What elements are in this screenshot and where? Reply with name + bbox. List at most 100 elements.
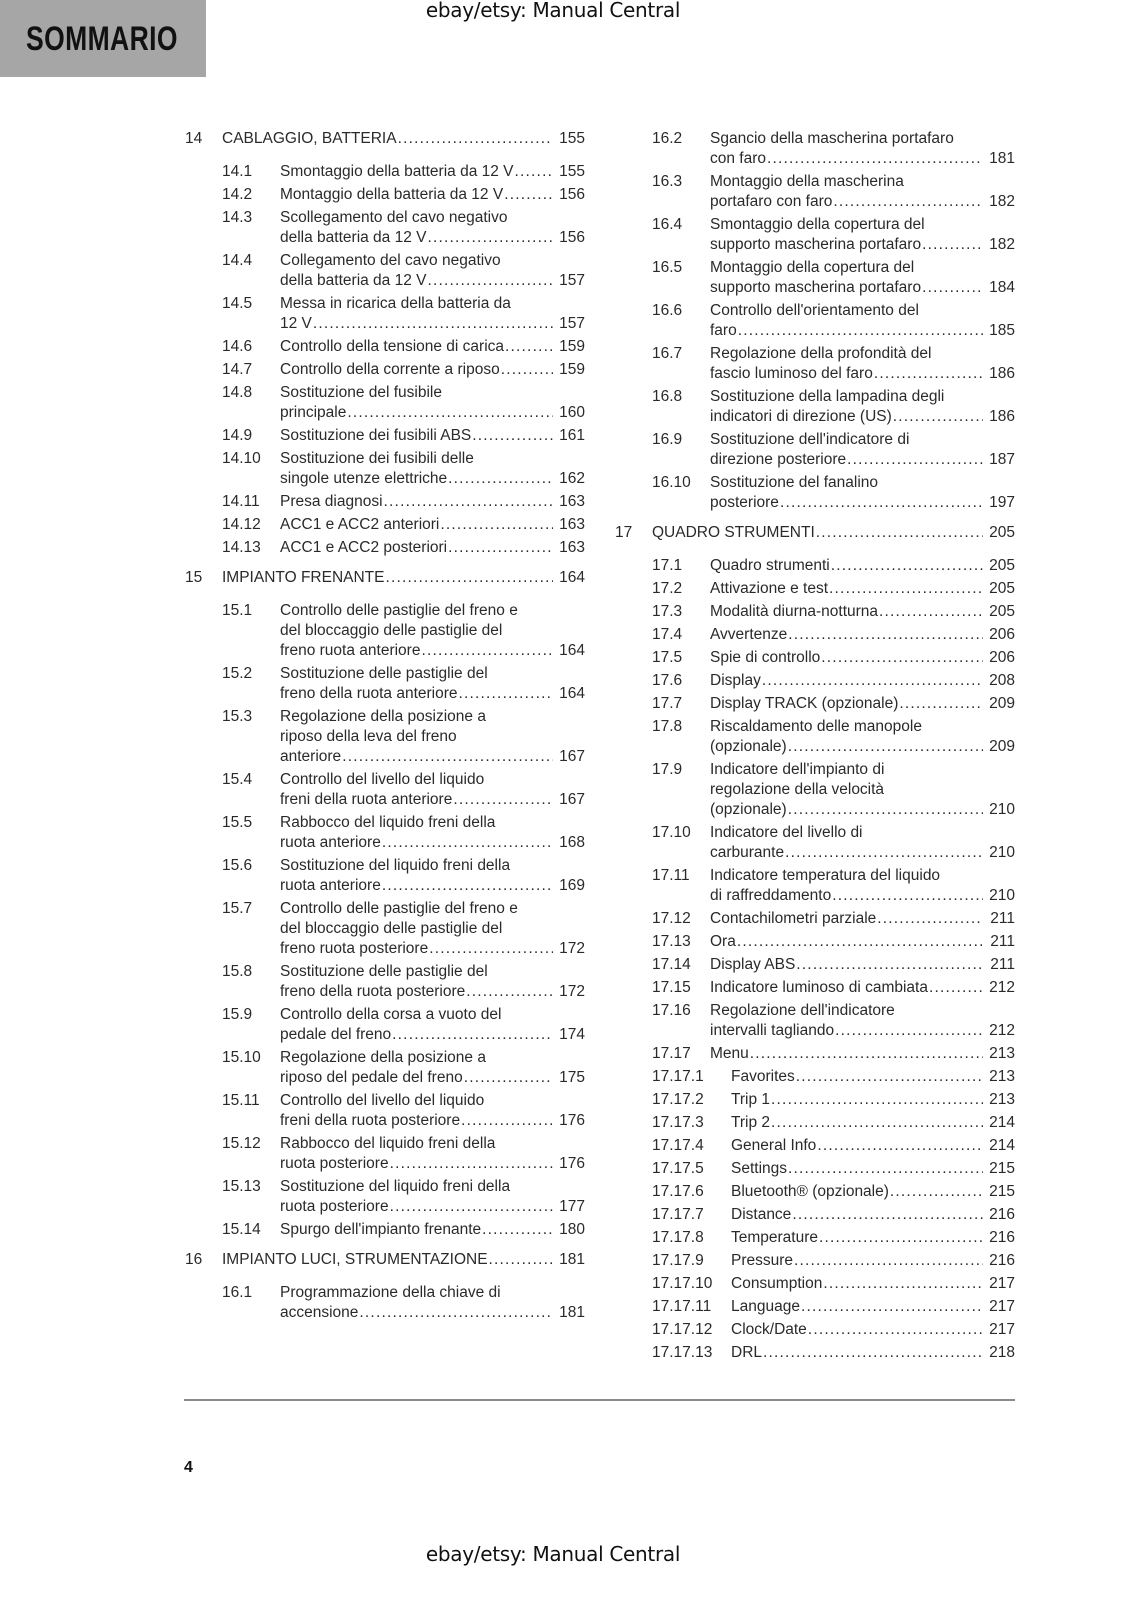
entry-title-line: Language 217 — [731, 1297, 1015, 1317]
toc-entry[interactable]: 15.1 Controllo delle pastiglie del freno … — [185, 601, 585, 661]
toc-entry[interactable]: 17.2 Attivazione e test 205 — [615, 579, 1015, 599]
entry-title-line: ruota posteriore 176 — [280, 1154, 585, 1174]
entry-title-line: regolazione della velocità — [710, 780, 1015, 800]
entry-number: 15.13 — [222, 1178, 261, 1195]
toc-entry[interactable]: 16.9 Sostituzione dell'indicatore di direz… — [615, 430, 1015, 470]
toc-entry[interactable]: 15.13 Sostituzione del liquido freni dell… — [185, 1177, 585, 1217]
dot-leader — [313, 314, 553, 334]
entry-page-number: 164 — [559, 642, 585, 659]
toc-entry[interactable]: 17.13 Ora 211 — [615, 932, 1015, 952]
entry-page-number: 172 — [559, 940, 585, 957]
toc-entry[interactable]: 17.17.13 DRL 218 — [615, 1343, 1015, 1363]
toc-entry[interactable]: 17.17.10 Consumption 217 — [615, 1274, 1015, 1294]
entry-page-number: 163 — [559, 516, 585, 533]
toc-entry[interactable]: 15.11 Controllo del livello del liquido fr… — [185, 1091, 585, 1131]
toc-entry[interactable]: 16.3 Montaggio della mascherina portafaro … — [615, 172, 1015, 212]
entry-page-number: 212 — [989, 1022, 1015, 1039]
toc-entry[interactable]: 15.5 Rabbocco del liquido freni della ruot… — [185, 813, 585, 853]
toc-entry[interactable]: 14.13 ACC1 e ACC2 posteriori 163 — [185, 538, 585, 558]
toc-entry[interactable]: 17.11 Indicatore temperatura del liquido d… — [615, 866, 1015, 906]
toc-entry[interactable]: 16.1 Programmazione della chiave di accens… — [185, 1283, 585, 1323]
toc-entry[interactable]: 15.12 Rabbocco del liquido freni della ruo… — [185, 1134, 585, 1174]
toc-entry[interactable]: 17.3 Modalità diurna-notturna 205 — [615, 602, 1015, 622]
toc-entry[interactable]: 14.2 Montaggio della batteria da 12 V 156 — [185, 185, 585, 205]
toc-entry[interactable]: 17.7 Display TRACK (opzionale) 209 — [615, 694, 1015, 714]
toc-entry[interactable]: 17.17 Menu 213 — [615, 1044, 1015, 1064]
entry-title-text: supporto mascherina portafaro — [710, 236, 922, 253]
toc-entry[interactable]: 17.17.9 Pressure 216 — [615, 1251, 1015, 1271]
entry-title-text: Controllo dell'orientamento del — [710, 302, 919, 319]
toc-entry[interactable]: 15.6 Sostituzione del liquido freni della… — [185, 856, 585, 896]
toc-entry[interactable]: 16.4 Smontaggio della copertura del suppor… — [615, 215, 1015, 255]
toc-entry[interactable]: 17.5 Spie di controllo 206 — [615, 648, 1015, 668]
toc-entry[interactable]: 14.1 Smontaggio della batteria da 12 V 155 — [185, 162, 585, 182]
toc-entry[interactable]: 14.7 Controllo della corrente a riposo 159 — [185, 360, 585, 380]
dot-leader — [737, 932, 983, 952]
toc-entry[interactable]: 17.17.2 Trip 1 213 — [615, 1090, 1015, 1110]
toc-entry[interactable]: 17.17.5 Settings 215 — [615, 1159, 1015, 1179]
watermark-bottom: ebay/etsy: Manual Central — [425, 1542, 681, 1566]
toc-entry[interactable]: 17.17.7 Distance 216 — [615, 1205, 1015, 1225]
toc-entry[interactable]: 15.8 Sostituzione delle pastiglie del fren… — [185, 962, 585, 1002]
toc-entry[interactable]: 17.17.4 General Info 214 — [615, 1136, 1015, 1156]
toc-entry[interactable]: 14.6 Controllo della tensione di carica 15… — [185, 337, 585, 357]
entry-title: Display 208 — [710, 671, 1015, 691]
toc-entry[interactable]: 16.6 Controllo dell'orientamento del faro 1… — [615, 301, 1015, 341]
toc-entry[interactable]: 14.11 Presa diagnosi 163 — [185, 492, 585, 512]
toc-entry[interactable]: 17.6 Display 208 — [615, 671, 1015, 691]
entry-title-line: Sostituzione del fusibile — [280, 383, 585, 403]
toc-entry[interactable]: 14.10 Sostituzione dei fusibili delle sing… — [185, 449, 585, 489]
entry-title: Sostituzione delle pastiglie del freno de… — [280, 664, 585, 704]
toc-entry[interactable]: 15.7 Controllo delle pastiglie del freno … — [185, 899, 585, 959]
entry-title-line: freno della ruota anteriore 164 — [280, 684, 585, 704]
toc-entry[interactable]: 14.3 Scollegamento del cavo negativo della… — [185, 208, 585, 248]
toc-entry[interactable]: 16.8 Sostituzione della lampadina degli in… — [615, 387, 1015, 427]
toc-entry[interactable]: 17.10 Indicatore del livello di carburante… — [615, 823, 1015, 863]
toc-entry[interactable]: 16.7 Regolazione della profondità del fasc… — [615, 344, 1015, 384]
toc-entry[interactable]: 17.17.3 Trip 2 214 — [615, 1113, 1015, 1133]
toc-chapter[interactable]: 14 CABLAGGIO, BATTERIA 155 — [185, 129, 585, 149]
entry-title-text: ruota anteriore — [280, 877, 381, 894]
toc-chapter[interactable]: 15 IMPIANTO FRENANTE 164 — [185, 568, 585, 588]
entry-title-line: General Info 214 — [731, 1136, 1015, 1156]
entry-title-text: con faro — [710, 150, 767, 167]
toc-entry[interactable]: 17.9 Indicatore dell'impianto di regolazio… — [615, 760, 1015, 820]
toc-entry[interactable]: 14.8 Sostituzione del fusibile principale 1… — [185, 383, 585, 423]
toc-entry[interactable]: 14.4 Collegamento del cavo negativo della … — [185, 251, 585, 291]
entry-page-number: 164 — [559, 569, 585, 586]
toc-entry[interactable]: 17.16 Regolazione dell'indicatore interval… — [615, 1001, 1015, 1041]
toc-entry[interactable]: 17.17.12 Clock/Date 217 — [615, 1320, 1015, 1340]
entry-title-text: Bluetooth® (opzionale) — [731, 1183, 889, 1200]
toc-entry[interactable]: 14.9 Sostituzione dei fusibili ABS 161 — [185, 426, 585, 446]
toc-entry[interactable]: 17.15 Indicatore luminoso di cambiata 212 — [615, 978, 1015, 998]
toc-entry[interactable]: 17.14 Display ABS 211 — [615, 955, 1015, 975]
toc-entry[interactable]: 17.1 Quadro strumenti 205 — [615, 556, 1015, 576]
toc-entry[interactable]: 14.5 Messa in ricarica della batteria da 1… — [185, 294, 585, 334]
toc-entry[interactable]: 17.17.1 Favorites 213 — [615, 1067, 1015, 1087]
toc-entry[interactable]: 15.10 Regolazione della posizione a riposo… — [185, 1048, 585, 1088]
toc-chapter[interactable]: 16 IMPIANTO LUCI, STRUMENTAZIONE 181 — [185, 1250, 585, 1270]
toc-entry[interactable]: 16.2 Sgancio della mascherina portafaro co… — [615, 129, 1015, 169]
toc-entry[interactable]: 17.17.11 Language 217 — [615, 1297, 1015, 1317]
entry-title: Presa diagnosi 163 — [280, 492, 585, 512]
entry-title-text: Avvertenze — [710, 626, 788, 643]
toc-entry[interactable]: 14.12 ACC1 e ACC2 anteriori 163 — [185, 515, 585, 535]
toc-entry[interactable]: 15.4 Controllo del livello del liquido fre… — [185, 770, 585, 810]
entry-number: 16.8 — [652, 388, 683, 405]
toc-entry[interactable]: 17.17.8 Temperature 216 — [615, 1228, 1015, 1248]
toc-entry[interactable]: 16.5 Montaggio della copertura del support… — [615, 258, 1015, 298]
toc-entry[interactable]: 17.12 Contachilometri parziale 211 — [615, 909, 1015, 929]
toc-chapter[interactable]: 17 QUADRO STRUMENTI 205 — [615, 523, 1015, 543]
toc-entry[interactable]: 16.10 Sostituzione del fanalino posteriore… — [615, 473, 1015, 513]
toc-entry[interactable]: 17.4 Avvertenze 206 — [615, 625, 1015, 645]
entry-title: Smontaggio della batteria da 12 V 155 — [280, 162, 585, 182]
toc-entry[interactable]: 17.17.6 Bluetooth® (opzionale) 215 — [615, 1182, 1015, 1202]
toc-entry[interactable]: 15.3 Regolazione della posizione a riposo … — [185, 707, 585, 767]
toc-entry[interactable]: 17.8 Riscaldamento delle manopole (opziona… — [615, 717, 1015, 757]
toc-entry[interactable]: 15.2 Sostituzione delle pastiglie del fren… — [185, 664, 585, 704]
toc-entry[interactable]: 15.14 Spurgo dell'impianto frenante 180 — [185, 1220, 585, 1240]
toc-entry[interactable]: 15.9 Controllo della corsa a vuoto del ped… — [185, 1005, 585, 1045]
dot-leader — [448, 469, 553, 489]
entry-title: Temperature 216 — [731, 1228, 1015, 1248]
